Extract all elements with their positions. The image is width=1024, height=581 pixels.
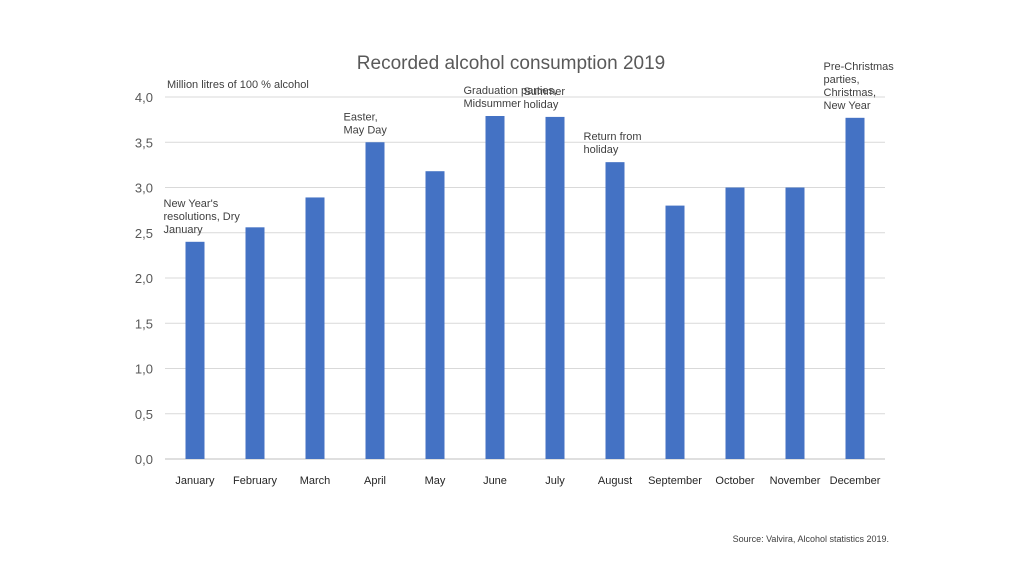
bars [185,116,865,459]
y-axis-label: Million litres of 100 % alcohol [167,79,309,91]
x-tick-label: June [483,475,507,487]
bar-january [185,241,205,459]
annotation-january: New Year's resolutions, Dry January [164,198,241,236]
y-tick-label: 4,0 [135,90,153,105]
bar-august [605,162,625,459]
chart-title: Recorded alcohol consumption 2019 [357,53,665,74]
bar-april [365,142,385,459]
y-tick-label: 2,0 [135,271,153,286]
y-axis-ticks: 0,0 0,5 1,0 1,5 2,0 2,5 3,0 3,5 4,0 [135,90,153,467]
annotation-april: Easter, May Day [344,111,388,136]
y-tick-label: 0,5 [135,407,153,422]
x-tick-label: August [598,475,632,487]
x-tick-label: April [364,475,386,487]
annotation-june: Graduation parties, Midsummer [464,85,558,110]
bar-may [425,171,445,459]
bar-march [305,197,325,459]
x-tick-label: May [425,475,446,487]
x-tick-label: July [545,475,565,487]
annotation-december: Pre-Christmas parties, Christmas, New Year [824,61,895,112]
bar-september [665,205,685,459]
x-tick-label: October [715,475,754,487]
bar-june [485,116,505,459]
x-tick-label: November [770,475,821,487]
bar-november [785,187,805,459]
y-tick-label: 1,0 [135,362,153,377]
y-tick-label: 1,5 [135,316,153,331]
bar-december [845,117,865,459]
annotations: New Year's resolutions, Dry January Easter,… [164,61,895,236]
annotation-august: Return from holiday [584,131,642,156]
gridlines [165,96,885,460]
x-tick-label: December [830,475,881,487]
bar-july [545,116,565,459]
y-tick-label: 3,0 [135,181,153,196]
x-axis-ticks: January February March April May June July Augu… [175,475,880,487]
source-note: Source: Valvira, Alcohol statistics 2019… [733,534,889,544]
x-tick-label: March [300,475,331,487]
y-tick-label: 3,5 [135,135,153,150]
bar-october [725,187,745,459]
y-tick-label: 0,0 [135,452,153,467]
bar-february [245,227,265,459]
y-tick-label: 2,5 [135,226,153,241]
x-tick-label: February [233,475,278,487]
x-tick-label: January [175,475,215,487]
annotation-july: Summer holiday [524,86,566,111]
x-tick-label: September [648,475,702,487]
